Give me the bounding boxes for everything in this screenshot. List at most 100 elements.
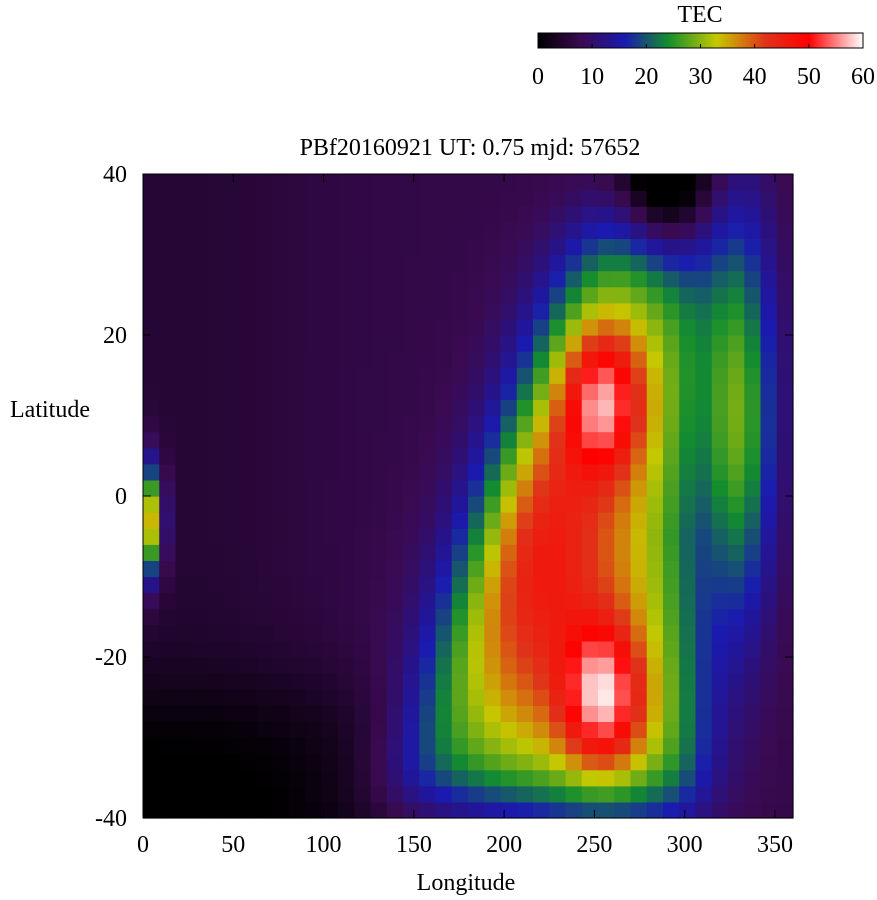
heatmap-cell — [208, 512, 225, 529]
heatmap-cell — [403, 512, 420, 529]
heatmap-cell — [321, 222, 339, 239]
colorbar-tick-label: 20 — [634, 64, 658, 90]
heatmap-cell — [289, 496, 307, 513]
heatmap-cell — [403, 174, 420, 191]
heatmap-cell — [565, 479, 583, 497]
heatmap-cell — [175, 657, 193, 674]
heatmap-cell — [630, 608, 648, 626]
heatmap-cell — [370, 689, 388, 706]
heatmap-cell — [273, 721, 290, 739]
heatmap-cell — [289, 769, 307, 787]
heatmap-cell — [143, 351, 160, 368]
heatmap-cell — [516, 238, 534, 256]
heatmap-cell — [484, 318, 502, 336]
heatmap-cell — [143, 544, 160, 561]
heatmap-cell — [289, 174, 307, 191]
heatmap-cell — [143, 737, 160, 755]
heatmap-cell — [224, 335, 242, 352]
heatmap-cell — [695, 238, 713, 256]
heatmap-cell — [744, 528, 762, 545]
heatmap-cell — [646, 270, 664, 288]
heatmap-cell — [240, 544, 258, 561]
heatmap-cell — [581, 254, 599, 272]
heatmap-cell — [143, 576, 160, 594]
heatmap-cell — [305, 174, 323, 191]
heatmap-cell — [565, 785, 583, 803]
heatmap-cell — [468, 206, 485, 223]
heatmap-cell — [419, 206, 437, 223]
heatmap-cell — [581, 383, 599, 400]
heatmap-cell — [289, 657, 307, 674]
heatmap-cell — [630, 318, 648, 336]
heatmap-cell — [484, 335, 502, 352]
heatmap-cell — [711, 769, 729, 787]
heatmap-cell — [240, 673, 258, 690]
heatmap-cell — [338, 560, 355, 578]
heatmap-cell — [711, 528, 729, 545]
heatmap-cell — [484, 463, 502, 481]
heatmap-cell — [679, 335, 697, 352]
heatmap-cell — [549, 640, 567, 658]
heatmap-cell — [305, 785, 323, 803]
heatmap-cell — [776, 254, 794, 272]
heatmap-cell — [776, 689, 794, 706]
heatmap-cell — [338, 657, 355, 674]
heatmap-cell — [630, 737, 648, 755]
heatmap-cell — [695, 657, 713, 674]
heatmap-cell — [549, 753, 567, 771]
heatmap-cell — [646, 576, 664, 594]
heatmap-cell — [516, 463, 534, 481]
heatmap-cell — [516, 705, 534, 722]
heatmap-cell — [728, 270, 745, 288]
heatmap-cell — [175, 479, 193, 497]
heatmap-cell — [289, 624, 307, 642]
heatmap-cell — [468, 254, 485, 272]
heatmap-cell — [695, 254, 713, 272]
heatmap-cell — [435, 463, 453, 481]
heatmap-cell — [744, 592, 762, 610]
heatmap-cell — [273, 737, 290, 755]
heatmap-cell — [386, 447, 404, 465]
heatmap-cell — [581, 592, 599, 610]
heatmap-cell — [760, 479, 778, 497]
heatmap-cell — [728, 576, 745, 594]
heatmap-cell — [435, 286, 453, 304]
heatmap-cell — [451, 190, 469, 207]
heatmap-cell — [403, 238, 420, 256]
heatmap-cell — [289, 190, 307, 207]
heatmap-cell — [711, 399, 729, 417]
heatmap-cell — [256, 351, 274, 368]
heatmap-cell — [484, 190, 502, 207]
heatmap-cell — [240, 383, 258, 400]
heatmap-cell — [224, 592, 242, 610]
heatmap-cell — [533, 206, 550, 223]
heatmap-cell — [500, 560, 518, 578]
heatmap-cell — [451, 431, 469, 449]
heatmap-cell — [533, 238, 550, 256]
heatmap-cell — [240, 576, 258, 594]
heatmap-cell — [321, 657, 339, 674]
heatmap-cell — [208, 705, 225, 722]
heatmap-cell — [289, 785, 307, 803]
heatmap-cell — [728, 657, 745, 674]
heatmap-cell — [338, 753, 355, 771]
heatmap-cell — [468, 431, 485, 449]
heatmap-cell — [630, 463, 648, 481]
heatmap-cell — [744, 544, 762, 561]
heatmap-cell — [191, 318, 209, 336]
heatmap-cell — [224, 576, 242, 594]
heatmap-cell — [776, 769, 794, 787]
heatmap-cell — [776, 753, 794, 771]
heatmap-cell — [208, 318, 225, 336]
heatmap-cell — [224, 318, 242, 336]
heatmap-cell — [581, 528, 599, 545]
heatmap-cell — [776, 785, 794, 803]
heatmap-cell — [630, 479, 648, 497]
heatmap-cell — [256, 415, 274, 433]
heatmap-cell — [663, 512, 680, 529]
heatmap-cell — [760, 705, 778, 722]
heatmap-cell — [419, 335, 437, 352]
heatmap-cell — [533, 367, 550, 384]
heatmap-cell — [159, 801, 177, 819]
heatmap-cell — [679, 560, 697, 578]
